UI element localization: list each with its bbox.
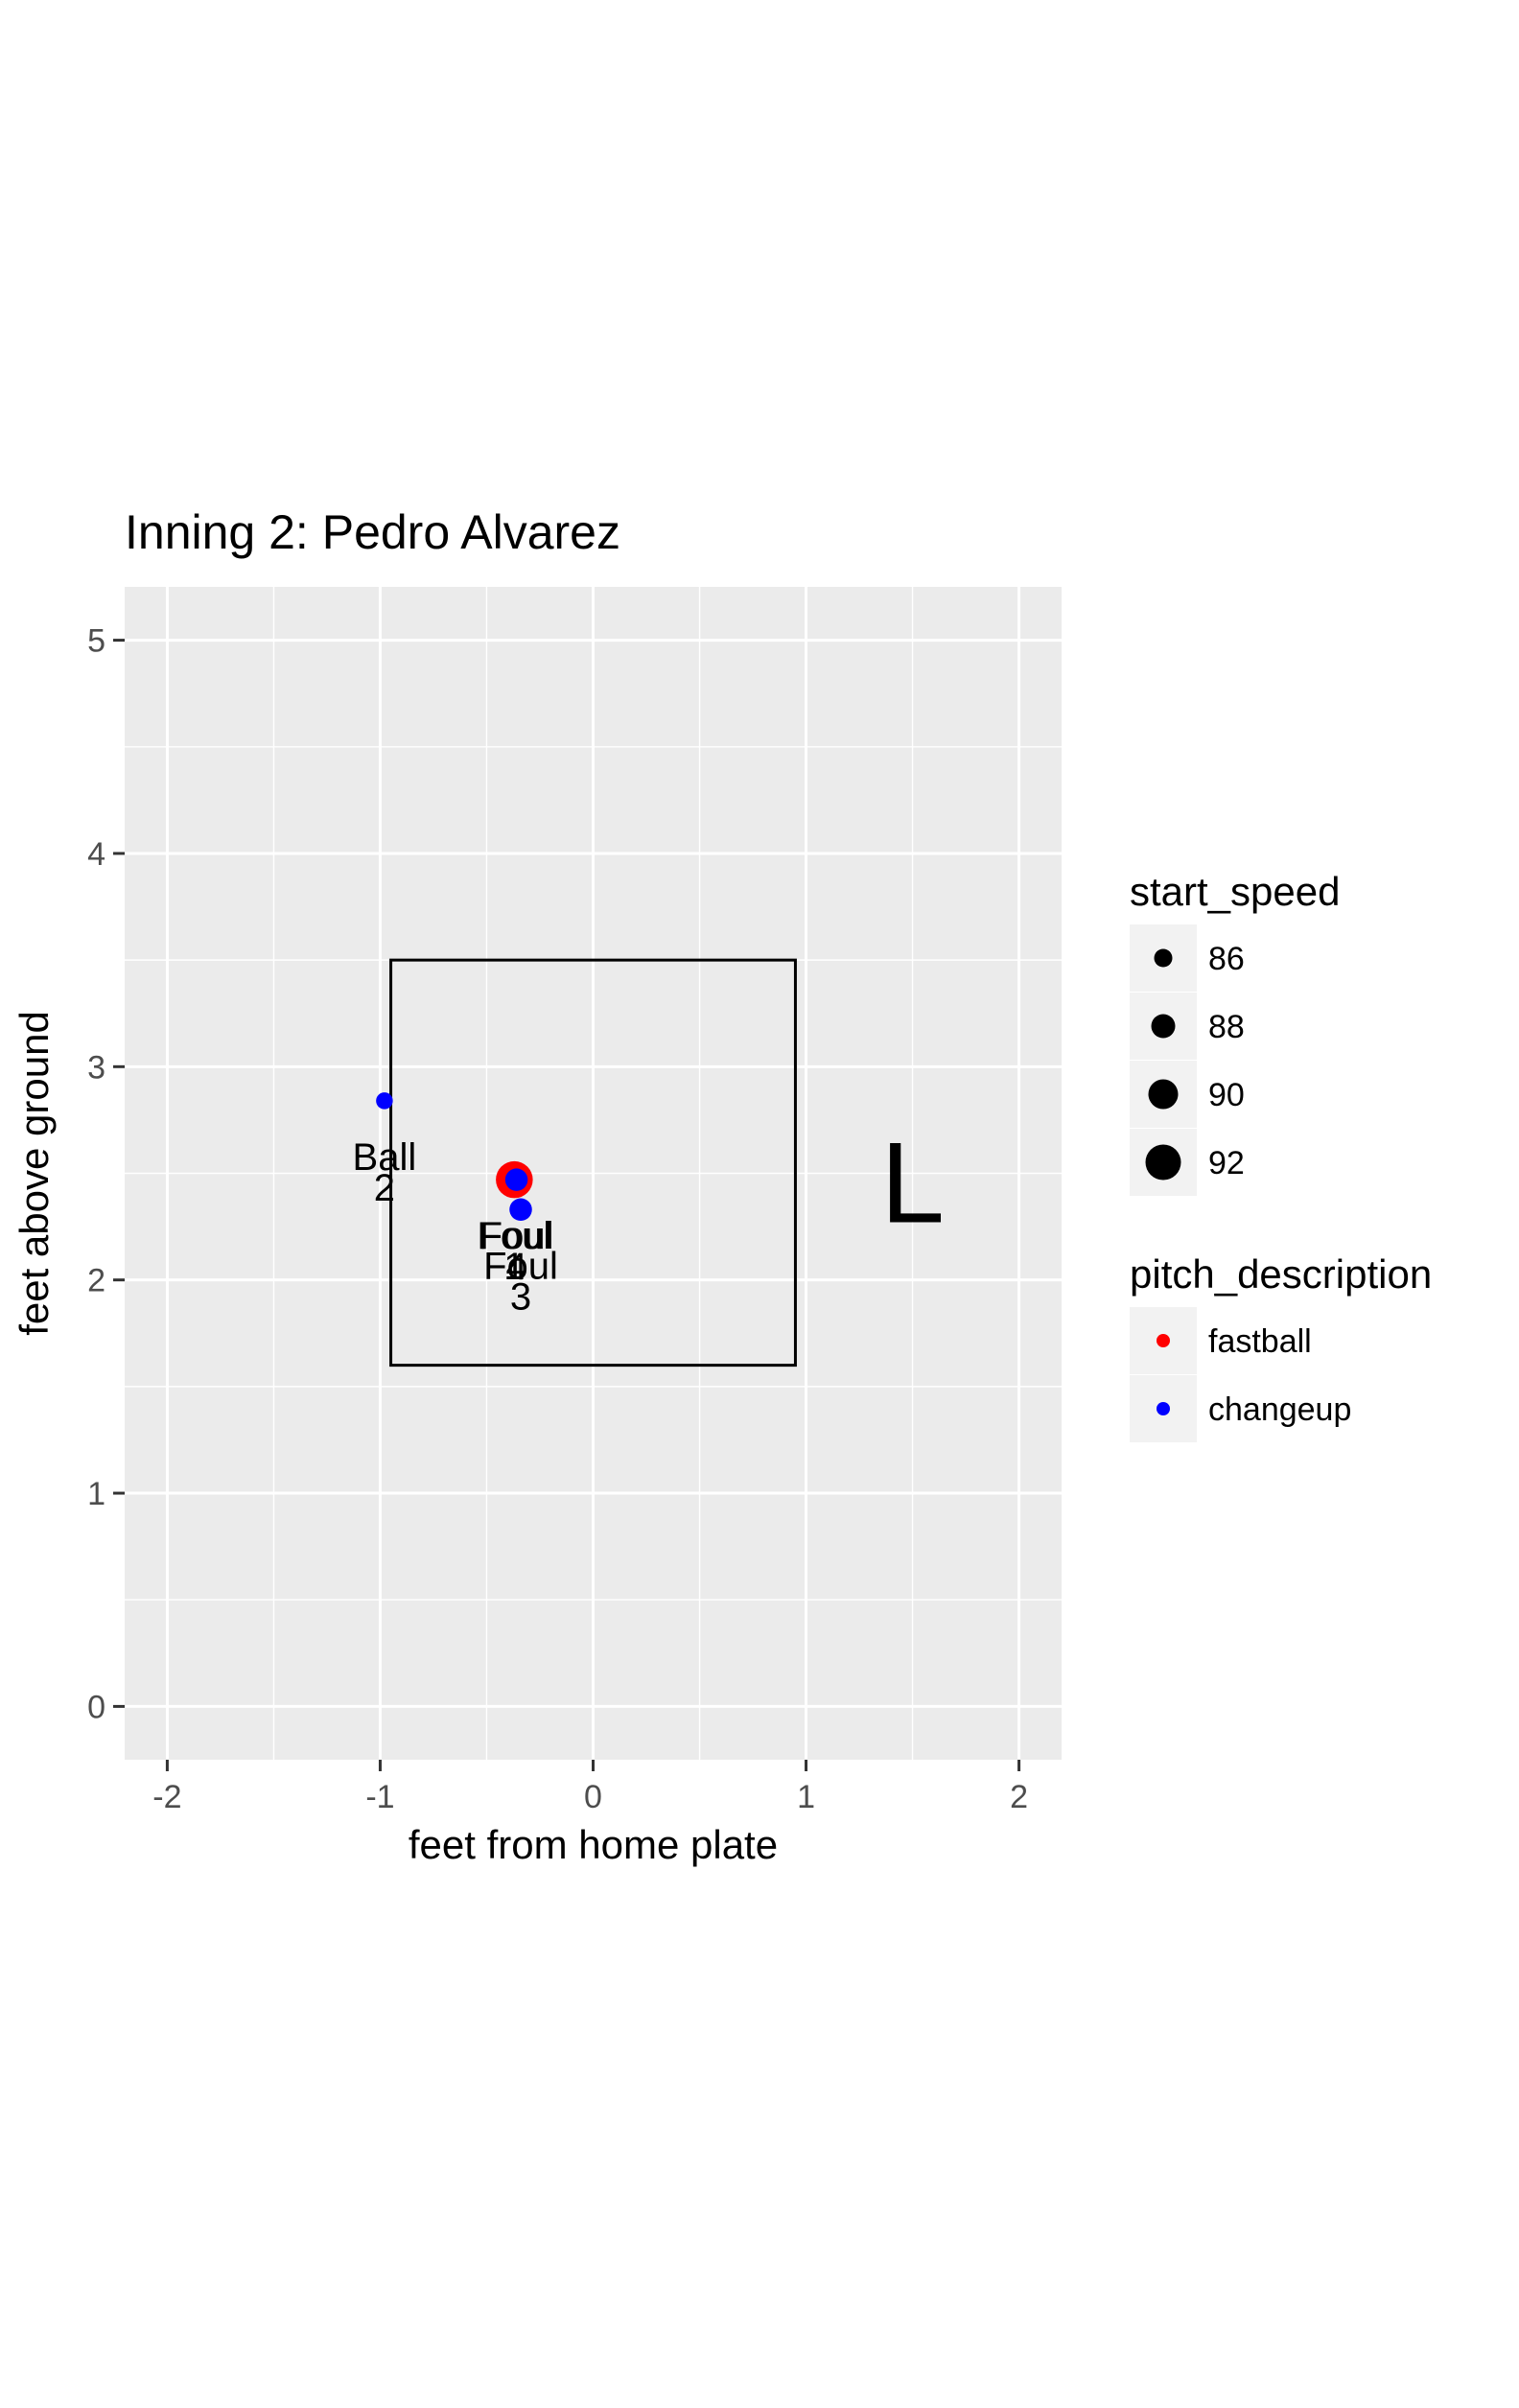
color-legend-title: pitch_description (1130, 1251, 1432, 1297)
y-tick-label: 3 (87, 1049, 105, 1086)
pitch-point-changeup (504, 1168, 528, 1191)
strike-zone-layer (389, 958, 797, 1368)
pitch-number: 4 (505, 1246, 526, 1288)
y-tick-label: 2 (87, 1263, 105, 1299)
color-legend-symbol (1157, 1402, 1170, 1415)
pitch-label: Foul (483, 1245, 558, 1287)
pitch-point-changeup (509, 1198, 532, 1222)
legend: start_speed 86 88 90 92 pitch_descriptionfast… (1130, 869, 1432, 1442)
pitch-number: 3 (510, 1275, 531, 1318)
size-legend-symbol (1148, 1079, 1179, 1110)
pitch-label: Ball (353, 1136, 417, 1179)
color-legend-symbol (1157, 1334, 1170, 1347)
pitch-number: 2 (374, 1167, 395, 1209)
pitch-points (376, 1092, 533, 1222)
size-legend-symbol (1151, 1014, 1176, 1039)
size-legend-label: 86 (1208, 941, 1245, 977)
pitch-label: Foul (479, 1215, 554, 1257)
x-tick-label: -1 (365, 1779, 394, 1815)
size-legend-symbol (1154, 948, 1173, 968)
y-tick-label: 4 (87, 836, 105, 873)
pitch-point-changeup (376, 1092, 393, 1110)
size-legend-symbol (1145, 1144, 1181, 1181)
y-tick-label: 1 (87, 1476, 105, 1512)
x-tick-label: 2 (1010, 1779, 1028, 1815)
size-legend-label: 90 (1208, 1077, 1245, 1113)
pitch-label: Foul (477, 1215, 551, 1257)
pitch-number: 1 (503, 1246, 525, 1288)
x-tick-label: -2 (152, 1779, 181, 1815)
y-tick-label: 5 (87, 623, 105, 660)
plot-panel (125, 587, 1062, 1760)
y-tick-label: 0 (87, 1689, 105, 1725)
strike-zone (389, 958, 797, 1368)
size-legend-label: 92 (1208, 1145, 1245, 1181)
size-legend-title: start_speed (1130, 869, 1340, 914)
size-legend-label: 88 (1208, 1009, 1245, 1045)
x-tick-label: 1 (797, 1779, 815, 1815)
chart-title: Inning 2: Pedro Alvarez (125, 505, 620, 559)
color-legend-label: changeup (1208, 1391, 1351, 1428)
x-axis-title: feet from home plate (409, 1822, 778, 1867)
color-legend-label: fastball (1208, 1323, 1312, 1360)
y-axis-title: feet above ground (12, 1011, 57, 1336)
batter-side-label: L (880, 1119, 945, 1248)
x-tick-label: 0 (584, 1779, 602, 1815)
